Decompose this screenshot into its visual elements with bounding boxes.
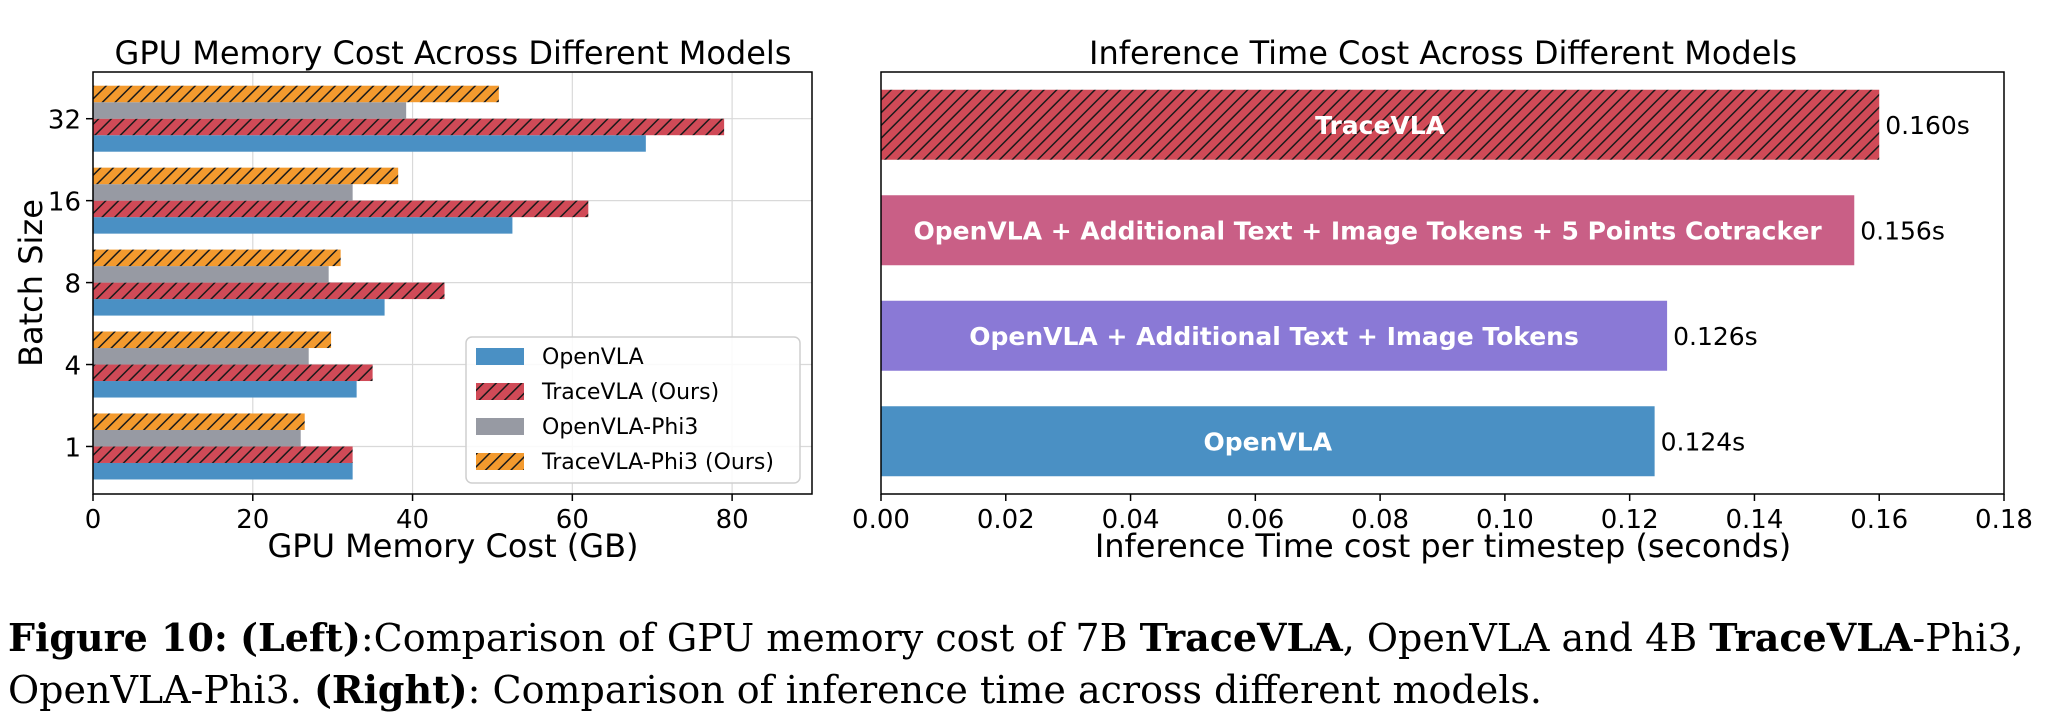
inference-xtick-label: 0.14	[1725, 505, 1783, 535]
bar-label-openvla-additional-text-image-tokens-5-points-cotracker: OpenVLA + Additional Text + Image Tokens…	[914, 216, 1823, 245]
bar-openvla	[881, 406, 1655, 477]
bar-tracevla-phi3-ours-batch-8	[93, 249, 341, 267]
bar-tracevla-ours-batch-4	[93, 364, 373, 382]
gpu-ytick-label: 4	[64, 352, 81, 382]
bar-label-openvla: OpenVLA	[1204, 427, 1333, 456]
inference-xtick-label: 0.04	[1102, 505, 1160, 535]
gpu-chart-yticks: 1 4 8 16 32	[48, 106, 93, 463]
caption-figure-label: Figure 10:	[8, 615, 228, 660]
inference-xtick-label: 0.06	[1226, 505, 1284, 535]
legend-swatch-tracevla-phi3	[476, 453, 524, 470]
gpu-chart-xlabel: GPU Memory Cost (GB)	[267, 527, 638, 565]
legend-label-tracevla-phi3: TraceVLA-Phi3 (Ours)	[541, 450, 774, 475]
caption-text-4: : Comparison of inference time across di…	[467, 668, 1542, 712]
legend-label-openvla: OpenVLA	[542, 345, 644, 370]
bar-openvla-phi3-batch-4	[93, 348, 309, 365]
inference-chart-frame	[880, 71, 2005, 495]
legend-swatch-tracevla	[476, 383, 524, 400]
inference-chart-bars: TraceVLA 0.160s OpenVLA + Additional Text …	[881, 89, 1970, 477]
bar-openvla-additional-text-image-tokens-5-points-cotracker	[881, 195, 1855, 266]
bar-tracevla-phi3-ours-batch-4	[93, 331, 332, 349]
caption-tracevla-2: TraceVLA	[1709, 615, 1913, 660]
bar-tracevla	[881, 89, 1880, 160]
gpu-chart-xticks: 0 20 40 60 80	[85, 494, 749, 535]
gpu-ytick-label: 1	[64, 433, 81, 463]
caption-text-1: :Comparison of GPU memory cost of 7B	[360, 616, 1140, 660]
caption-left-label: (Left)	[240, 615, 361, 660]
gpu-chart-ylabel: Batch Size	[12, 199, 50, 367]
inference-chart-xlabel: Inference Time cost per timestep (second…	[1095, 527, 1791, 565]
gpu-xtick-label: 20	[236, 505, 269, 535]
bar-openvla-phi3-batch-16	[93, 184, 353, 201]
bar-openvla-phi3-batch-1	[93, 429, 301, 447]
gpu-chart-legend: OpenVLA TraceVLA (Ours) OpenVLA-Phi3 Tra…	[465, 336, 801, 484]
bar-openvla-batch-8	[93, 299, 385, 316]
gpu-chart-bars	[93, 85, 725, 480]
bar-label-openvla-additional-text-image-tokens: OpenVLA + Additional Text + Image Tokens	[969, 322, 1579, 351]
legend-label-openvla-phi3: OpenVLA-Phi3	[542, 415, 698, 440]
bar-value-tracevla: 0.160s	[1885, 111, 1970, 140]
bar-label-tracevla: TraceVLA	[1315, 111, 1446, 140]
gpu-chart-title: GPU Memory Cost Across Different Models	[115, 34, 792, 72]
bar-openvla-batch-32	[93, 135, 646, 152]
bar-value-openvla: 0.124s	[1661, 427, 1746, 456]
inference-xtick-label: 0.00	[852, 505, 910, 535]
caption-text-3: -Phi3, OpenVLA-Phi3.	[8, 616, 2024, 712]
bar-openvla-batch-1	[93, 462, 353, 480]
caption-text-2: , OpenVLA and 4B	[1342, 616, 1710, 660]
legend-swatch-openvla	[476, 348, 524, 365]
gpu-ytick-label: 32	[48, 106, 81, 136]
gpu-memory-chart: GPU Memory Cost Across Different Models …	[12, 34, 813, 565]
gpu-ytick-label: 8	[64, 270, 81, 300]
legend-label-tracevla: TraceVLA (Ours)	[541, 380, 719, 405]
inference-xtick-label: 0.10	[1476, 505, 1534, 535]
bar-tracevla-ours-batch-16	[93, 200, 589, 218]
legend-swatch-openvla-phi3	[476, 418, 524, 435]
bar-value-openvla-additional-text-image-tokens-5-points-cotracker: 0.156s	[1860, 216, 1945, 245]
bar-openvla-batch-4	[93, 381, 357, 398]
bar-tracevla-phi3-ours-batch-1	[93, 413, 305, 430]
inference-xtick-label: 0.16	[1850, 505, 1908, 535]
inference-time-chart: Inference Time Cost Across Different Mod…	[852, 34, 2033, 565]
bar-tracevla-phi3-ours-batch-16	[93, 167, 399, 185]
inference-chart-title: Inference Time Cost Across Different Mod…	[1089, 34, 1797, 72]
bar-openvla-phi3-batch-32	[93, 102, 407, 119]
gpu-xtick-label: 80	[716, 505, 749, 535]
gpu-ytick-label: 16	[48, 188, 81, 218]
bar-openvla-batch-16	[93, 217, 513, 234]
bar-tracevla-ours-batch-32	[93, 118, 725, 136]
inference-chart-xticks: 0.00 0.02 0.04 0.06 0.08 0.10 0.12 0.14 0.16 0.18	[852, 494, 2033, 535]
legend-frame	[465, 336, 801, 484]
inference-xtick-label: 0.02	[977, 505, 1035, 535]
figure-caption: Figure 10: (Left):Comparison of GPU memo…	[8, 612, 2048, 716]
caption-tracevla-1: TraceVLA	[1139, 615, 1343, 660]
bar-tracevla-phi3-ours-batch-32	[93, 85, 499, 103]
gpu-xtick-label: 40	[396, 505, 429, 535]
figure-canvas: GPU Memory Cost Across Different Models …	[12, 34, 2033, 565]
inference-xtick-label: 0.08	[1351, 505, 1409, 535]
bar-openvla-phi3-batch-8	[93, 266, 329, 283]
gpu-xtick-label: 0	[85, 505, 102, 535]
bar-value-openvla-additional-text-image-tokens: 0.126s	[1673, 322, 1758, 351]
caption-right-label: (Right)	[313, 667, 468, 712]
bar-tracevla-ours-batch-8	[93, 282, 445, 300]
inference-xtick-label: 0.12	[1601, 505, 1659, 535]
inference-xtick-label: 0.18	[1975, 505, 2033, 535]
gpu-xtick-label: 60	[556, 505, 589, 535]
bar-openvla-additional-text-image-tokens	[881, 300, 1668, 371]
bar-tracevla-ours-batch-1	[93, 446, 353, 463]
